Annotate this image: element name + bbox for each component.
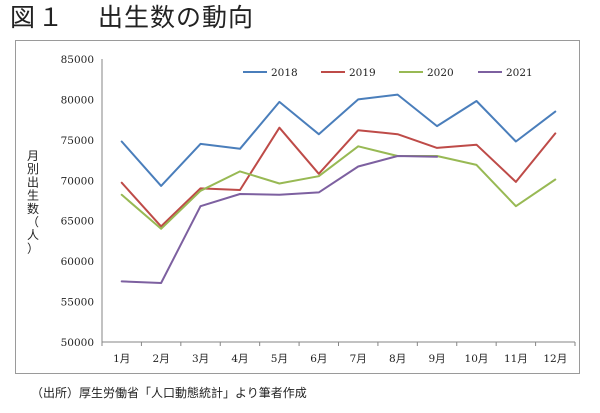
figure-title-number: １	[38, 3, 65, 32]
y-tick-label: 65000	[61, 216, 94, 228]
y-tick-label: 60000	[61, 256, 94, 268]
figure-title-prefix: 図	[10, 3, 37, 32]
y-axis-title: 月別出生数（人）	[27, 149, 39, 255]
y-tick-label: 85000	[61, 54, 94, 66]
legend-label-2018: 2018	[271, 67, 298, 79]
x-tick-label: 3月	[192, 353, 209, 365]
series-line-2018	[120, 93, 557, 187]
y-tick-label: 80000	[61, 94, 94, 106]
figure-title-text: 出生数の動向	[98, 3, 255, 32]
series-line-2019	[120, 126, 557, 228]
series-layer	[120, 93, 557, 284]
x-tick-label: 9月	[428, 353, 445, 365]
legend-label-2019: 2019	[349, 67, 376, 79]
x-tick-label: 11月	[504, 353, 528, 365]
y-tick-label: 55000	[61, 297, 94, 309]
x-tick-label: 4月	[231, 353, 248, 365]
legend-label-2021: 2021	[506, 67, 533, 79]
y-tick-label: 50000	[61, 337, 94, 349]
x-tick-label: 10月	[465, 353, 489, 365]
y-tick-label: 70000	[61, 175, 94, 187]
legend-label-2020: 2020	[427, 67, 454, 79]
figure-title: 図１ 出生数の動向	[10, 0, 254, 36]
x-tick-label: 8月	[389, 353, 406, 365]
series-line-2020	[120, 145, 557, 230]
source-note: （出所）厚生労働省「人口動態統計」より筆者作成	[31, 386, 307, 400]
axis-layer: 50000 55000 60000 65000 70000 75000 80000 85000…	[61, 54, 576, 365]
y-tick-label: 75000	[61, 135, 94, 147]
x-tick-label: 1月	[113, 353, 130, 365]
x-tick-label: 6月	[310, 353, 327, 365]
x-tick-label: 5月	[271, 353, 288, 365]
x-tick-label: 12月	[543, 353, 567, 365]
x-tick-label: 7月	[350, 353, 367, 365]
legend: 2018 2019 2020 2021	[243, 67, 533, 79]
x-tick-label: 2月	[153, 353, 170, 365]
chart-frame	[15, 40, 580, 374]
series-line-2021	[120, 155, 438, 284]
